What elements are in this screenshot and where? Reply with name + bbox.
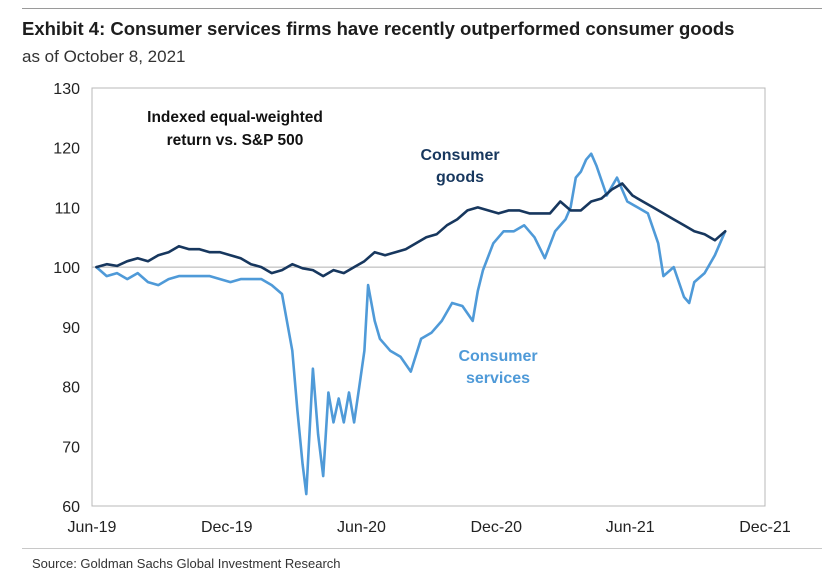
x-tick-label: Jun-19 xyxy=(68,519,117,536)
x-tick-label: Dec-21 xyxy=(739,519,791,536)
series-line-consumer-services xyxy=(95,152,727,496)
series-label-consumer-services-2: services xyxy=(466,370,530,387)
series-label-consumer-goods-2: goods xyxy=(436,169,484,186)
line-chart: 60 70 80 90 100 110 120 130 Jun-19 Dec-19 Jun-20 D… xyxy=(53,81,791,536)
annotation-line-2: return vs. S&P 500 xyxy=(167,132,304,149)
x-tick-label: Dec-20 xyxy=(470,519,522,536)
y-tick-label: 90 xyxy=(62,320,80,337)
y-axis: 60 70 80 90 100 110 120 130 xyxy=(53,81,80,516)
chart-subtitle: as of October 8, 2021 xyxy=(22,47,186,66)
source-note: Source: Goldman Sachs Global Investment … xyxy=(32,556,341,571)
annotation-line-1: Indexed equal-weighted xyxy=(147,109,323,126)
x-tick-label: Dec-19 xyxy=(201,519,253,536)
plot-frame xyxy=(91,87,766,507)
y-tick-label: 110 xyxy=(54,200,80,217)
y-tick-label: 80 xyxy=(62,380,80,397)
series-label-consumer-services-1: Consumer xyxy=(458,348,537,365)
x-axis: Jun-19 Dec-19 Jun-20 Dec-20 Jun-21 Dec-21 xyxy=(68,519,791,536)
x-tick-label: Jun-20 xyxy=(337,519,386,536)
chart-title: Exhibit 4: Consumer services firms have … xyxy=(22,18,735,39)
series-label-consumer-goods-1: Consumer xyxy=(420,147,499,164)
y-tick-label: 60 xyxy=(62,499,80,516)
top-divider xyxy=(22,8,822,9)
x-tick-label: Jun-21 xyxy=(606,519,655,536)
bottom-divider xyxy=(22,548,822,549)
y-tick-label: 70 xyxy=(62,439,80,456)
y-tick-label: 120 xyxy=(53,141,80,158)
y-tick-label: 130 xyxy=(53,81,80,98)
series-line-consumer-goods xyxy=(95,182,727,278)
series-lines xyxy=(95,152,727,496)
y-tick-label: 100 xyxy=(53,260,80,277)
